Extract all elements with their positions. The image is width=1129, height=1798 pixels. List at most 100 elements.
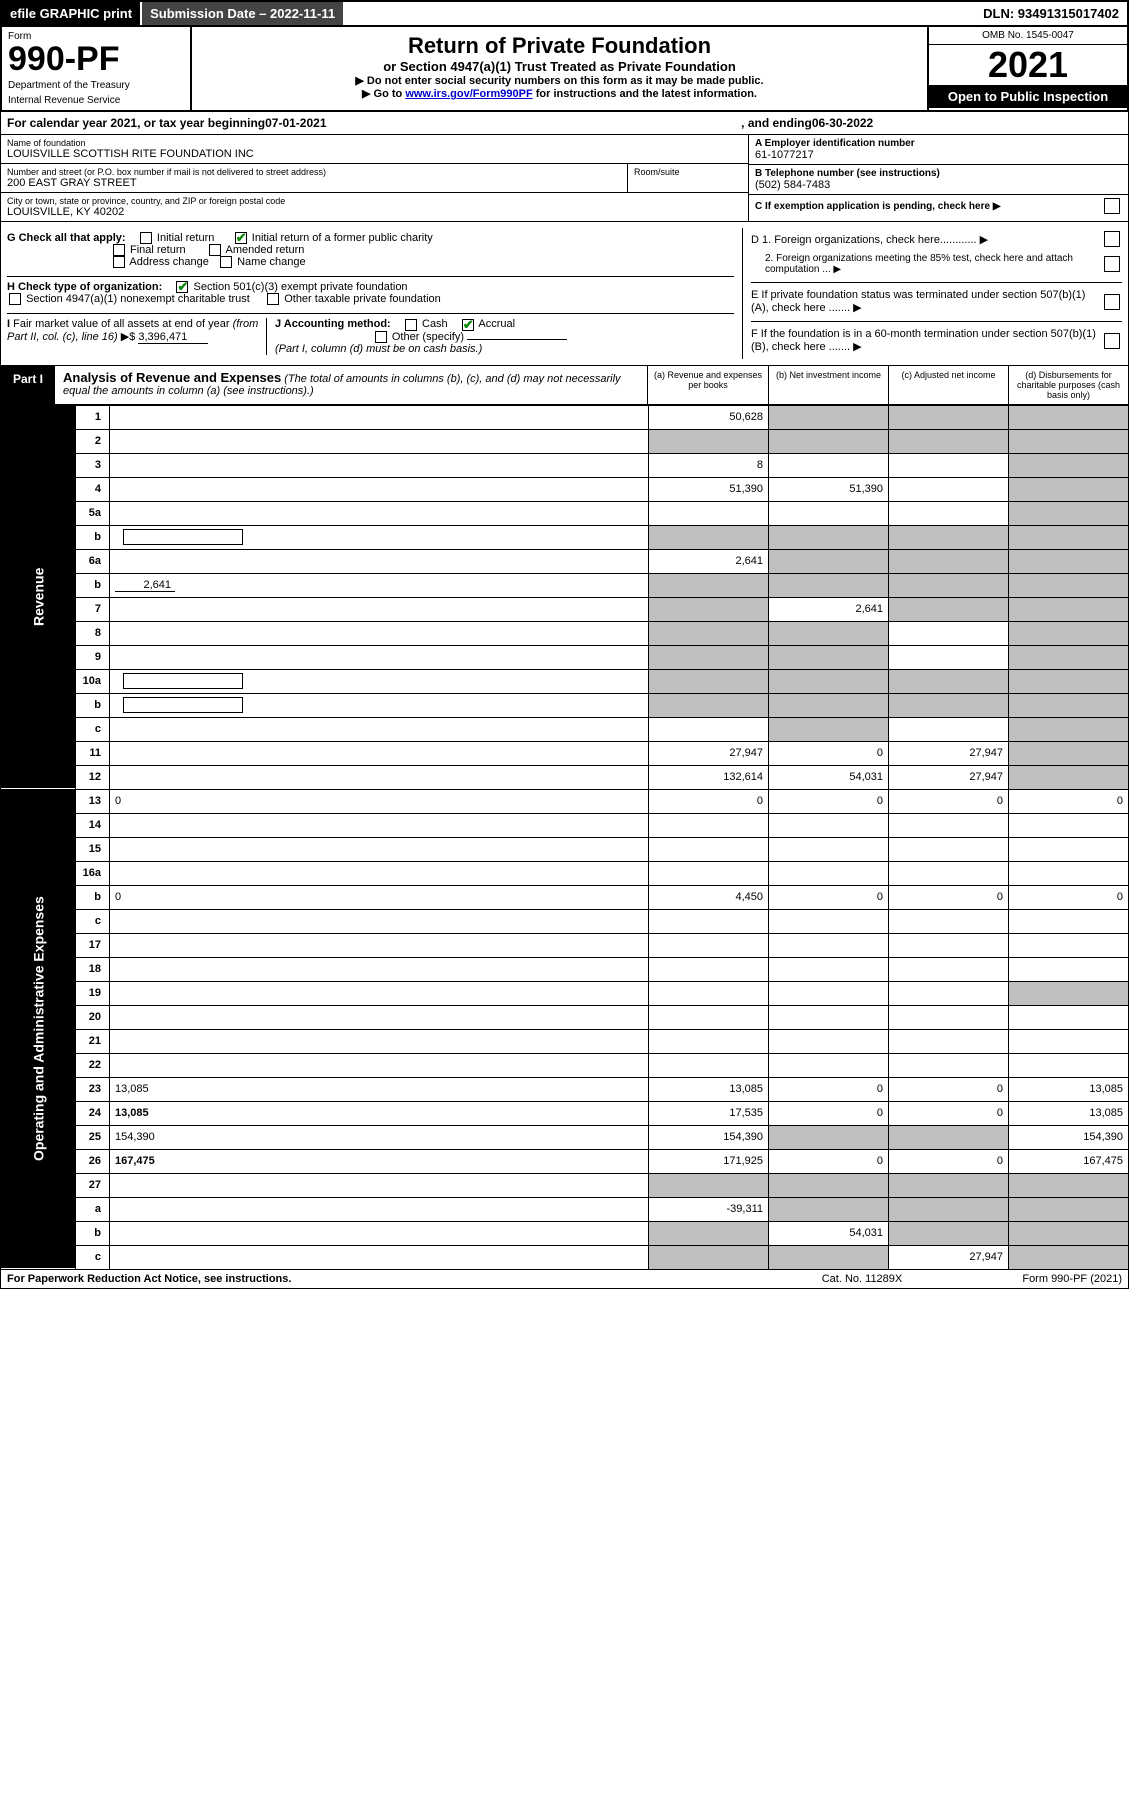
side-label: Revenue [1,405,76,789]
amount-col-c [889,1053,1009,1077]
table-row: 451,39051,390 [1,477,1129,501]
j-cash-checkbox[interactable] [405,319,417,331]
form-header: Form 990-PF Department of the Treasury I… [0,27,1129,112]
h-other-taxable-checkbox[interactable] [267,293,279,305]
amount-col-d [1009,453,1129,477]
page-footer: For Paperwork Reduction Act Notice, see … [0,1270,1129,1289]
table-row: b04,450000 [1,885,1129,909]
amount-col-d [1009,405,1129,429]
amount-col-d [1009,981,1129,1005]
amount-col-c [889,477,1009,501]
amount-col-a [649,933,769,957]
line-number: 20 [76,1005,110,1029]
line-number: 3 [76,453,110,477]
line-description [110,741,649,765]
room-label: Room/suite [634,167,742,177]
amount-col-d [1009,669,1129,693]
g-initial-return-checkbox[interactable] [140,232,152,244]
j-other-checkbox[interactable] [375,331,387,343]
amount-col-c [889,1221,1009,1245]
amount-col-b [769,957,889,981]
g-final-return-checkbox[interactable] [113,244,125,256]
amount-col-d [1009,1221,1129,1245]
h-row: H Check type of organization: Section 50… [7,276,734,309]
amount-col-c [889,933,1009,957]
g-opt-5: Name change [237,256,306,268]
g-opt-1: Final return [130,244,186,256]
amount-col-c [889,1029,1009,1053]
amount-col-c [889,981,1009,1005]
amount-col-d [1009,573,1129,597]
line-description [110,1245,649,1269]
table-row: c27,947 [1,1245,1129,1269]
line-description: 0 [110,789,649,813]
amount-col-a [649,909,769,933]
calendar-year-row: For calendar year 2021, or tax year begi… [0,112,1129,135]
submission-date: Submission Date – 2022-11-11 [140,2,343,25]
e-checkbox[interactable] [1104,294,1120,310]
amount-col-b [769,405,889,429]
c-checkbox[interactable] [1104,198,1120,214]
e-label: E If private foundation status was termi… [751,289,1102,314]
g-name-change-checkbox[interactable] [220,256,232,268]
g-row: G Check all that apply: Initial return I… [7,228,734,272]
line-number: 26 [76,1149,110,1173]
c-label: C If exemption application is pending, c… [755,201,1102,212]
amount-col-b [769,1245,889,1269]
phone-label: B Telephone number (see instructions) [755,168,1122,179]
g-initial-former-checkbox[interactable] [235,232,247,244]
irs-link[interactable]: www.irs.gov/Form990PF [405,88,532,100]
amount-col-d [1009,1197,1129,1221]
line-number: b [76,525,110,549]
line-description [110,765,649,789]
address-cell: Number and street (or P.O. box number if… [1,164,628,192]
amount-col-d: 13,085 [1009,1077,1129,1101]
line-number: 5a [76,501,110,525]
line-description [110,1029,649,1053]
amount-col-c: 0 [889,789,1009,813]
amount-col-d [1009,861,1129,885]
d1-checkbox[interactable] [1104,231,1120,247]
amount-col-d [1009,837,1129,861]
amount-col-b [769,717,889,741]
j-other: Other (specify) [392,331,464,343]
cat-no: Cat. No. 11289X [782,1273,942,1285]
g-address-change-checkbox[interactable] [113,256,125,268]
table-row: 19 [1,981,1129,1005]
table-row: 27 [1,1173,1129,1197]
amount-col-c [889,837,1009,861]
h-4947-checkbox[interactable] [9,293,21,305]
amount-col-b [769,1125,889,1149]
line-number: 21 [76,1029,110,1053]
amount-col-c [889,669,1009,693]
amount-col-b [769,1197,889,1221]
amount-col-a [649,981,769,1005]
cal-mid: , and ending [741,116,812,130]
j-accrual-checkbox[interactable] [462,319,474,331]
line-description [110,501,649,525]
line-description [110,909,649,933]
j-cash: Cash [422,318,448,330]
line-description [110,861,649,885]
f-row: F If the foundation is in a 60-month ter… [751,321,1122,356]
d2-checkbox[interactable] [1104,256,1120,272]
line-number: 4 [76,477,110,501]
h-label: H Check type of organization: [7,281,162,293]
amount-col-d [1009,477,1129,501]
amount-col-b [769,933,889,957]
amount-col-a [649,1053,769,1077]
table-row: b [1,525,1129,549]
goto-post: for instructions and the latest informat… [533,88,757,100]
form-subtitle: or Section 4947(a)(1) Trust Treated as P… [202,59,917,74]
open-inspection: Open to Public Inspection [929,85,1127,108]
dln-label: DLN: 93491315017402 [975,2,1127,25]
h-501c3-checkbox[interactable] [176,281,188,293]
part1-tab: Part I [1,366,55,404]
amount-col-d: 13,085 [1009,1101,1129,1125]
amount-col-c [889,909,1009,933]
line-number: 6a [76,549,110,573]
line-description [110,837,649,861]
g-amended-return-checkbox[interactable] [209,244,221,256]
f-checkbox[interactable] [1104,333,1120,349]
line-number: 13 [76,789,110,813]
